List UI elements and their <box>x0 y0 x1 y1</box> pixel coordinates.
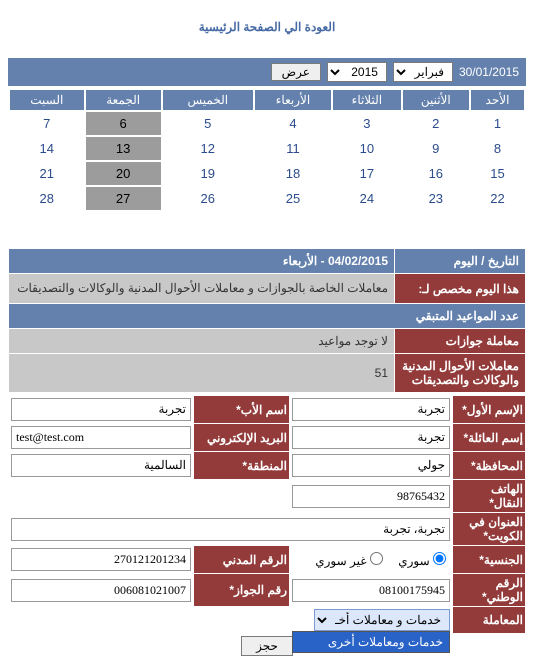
calendar-cell[interactable]: 4 <box>255 112 331 135</box>
area-label: المنطقة* <box>194 452 289 479</box>
calendar-day-header: السبت <box>10 90 84 110</box>
syrian-radio-label[interactable]: سوري <box>398 554 446 568</box>
email-input[interactable] <box>11 426 191 449</box>
area-input[interactable] <box>11 454 191 477</box>
calendar-day-header: الأثنين <box>403 90 469 110</box>
form-table: الإسم الأول* اسم الأب* إسم العائلة* البر… <box>8 395 526 659</box>
address-label: العنوان في الكويت* <box>453 513 525 545</box>
address-input[interactable] <box>11 518 450 541</box>
nonsyrian-radio-label[interactable]: غير سوري <box>315 554 383 568</box>
year-select[interactable]: 2015 <box>327 62 387 82</box>
calendar-cell[interactable]: 18 <box>255 162 331 185</box>
family-name-label: إسم العائلة* <box>453 424 525 451</box>
calendar-cell[interactable]: 3 <box>333 112 400 135</box>
calendar-day-header: الثلاثاء <box>333 90 400 110</box>
calendar-cell[interactable]: 6 <box>86 112 161 135</box>
first-name-input[interactable] <box>292 398 450 421</box>
calendar-cell[interactable]: 16 <box>403 162 469 185</box>
date-bar: 30/01/2015 فبراير 2015 عرض <box>8 58 526 86</box>
home-link[interactable]: العودة الي الصفحة الرئيسية <box>8 8 526 58</box>
passport-no-input[interactable] <box>11 579 191 602</box>
calendar-cell[interactable]: 22 <box>471 187 524 210</box>
civil-id-label: الرقم المدني <box>194 546 289 573</box>
calendar-day-header: الأربعاء <box>255 90 331 110</box>
calendar-cell[interactable]: 10 <box>333 137 400 160</box>
first-name-label: الإسم الأول* <box>453 396 525 423</box>
calendar-cell[interactable]: 2 <box>403 112 469 135</box>
calendar: الأحدالأثنينالثلاثاءالأربعاءالخميسالجمعة… <box>8 88 526 212</box>
calendar-cell[interactable]: 26 <box>163 187 253 210</box>
transaction-dropdown: خدمات ومعاملات أخرى <box>292 631 450 653</box>
father-name-label: اسم الأب* <box>194 396 289 423</box>
calendar-cell[interactable]: 15 <box>471 162 524 185</box>
show-button[interactable]: عرض <box>271 63 321 81</box>
calendar-cell[interactable]: 27 <box>86 187 161 210</box>
mobile-label: الهاتف النقال* <box>453 480 525 512</box>
calendar-cell[interactable]: 25 <box>255 187 331 210</box>
civil-label: معاملات الأحوال المدنية والوكالات والتصد… <box>395 354 525 392</box>
calendar-cell[interactable]: 13 <box>86 137 161 160</box>
remaining-label: عدد المواعيد المتبقي <box>9 304 525 328</box>
mobile-input[interactable] <box>292 485 450 508</box>
purpose-label: هذا اليوم مخصص لـ: <box>395 274 525 303</box>
submit-button[interactable]: حجز <box>241 636 293 656</box>
email-label: البريد الإلكتروني <box>194 424 289 451</box>
calendar-cell[interactable]: 8 <box>471 137 524 160</box>
calendar-cell[interactable]: 7 <box>10 112 84 135</box>
calendar-day-header: الأحد <box>471 90 524 110</box>
syrian-radio[interactable] <box>433 552 446 565</box>
calendar-cell[interactable]: 20 <box>86 162 161 185</box>
calendar-day-header: الجمعة <box>86 90 161 110</box>
nonsyrian-radio[interactable] <box>370 552 383 565</box>
calendar-cell[interactable]: 28 <box>10 187 84 210</box>
date-day-value: 04/02/2015 - الأربعاء <box>9 249 394 273</box>
family-name-input[interactable] <box>292 426 450 449</box>
passport-value: لا توجد مواعيد <box>9 329 394 353</box>
calendar-cell[interactable]: 1 <box>471 112 524 135</box>
calendar-cell[interactable]: 21 <box>10 162 84 185</box>
transaction-select[interactable]: خدمات و معاملات أخـ <box>314 609 450 631</box>
date-day-label: التاريخ / اليوم <box>395 249 525 273</box>
civil-value: 51 <box>9 354 394 392</box>
civil-id-input[interactable] <box>11 548 191 571</box>
national-id-label: الرقم الوطني* <box>453 574 525 606</box>
calendar-cell[interactable]: 9 <box>403 137 469 160</box>
current-date: 30/01/2015 <box>459 65 519 79</box>
transaction-option[interactable]: خدمات ومعاملات أخرى <box>293 632 449 652</box>
calendar-day-header: الخميس <box>163 90 253 110</box>
purpose-value: معاملات الخاصة بالجوازات و معاملات الأحو… <box>9 274 394 303</box>
passport-label: معاملة جوازات <box>395 329 525 353</box>
calendar-cell[interactable]: 5 <box>163 112 253 135</box>
governorate-label: المحافظة* <box>453 452 525 479</box>
passport-no-label: رقم الجواز* <box>194 574 289 606</box>
calendar-cell[interactable]: 19 <box>163 162 253 185</box>
calendar-cell[interactable]: 11 <box>255 137 331 160</box>
calendar-cell[interactable]: 17 <box>333 162 400 185</box>
governorate-input[interactable] <box>292 454 450 477</box>
calendar-cell[interactable]: 23 <box>403 187 469 210</box>
month-select[interactable]: فبراير <box>393 62 453 82</box>
national-id-input[interactable] <box>292 579 450 602</box>
father-name-input[interactable] <box>11 398 191 421</box>
calendar-cell[interactable]: 12 <box>163 137 253 160</box>
calendar-cell[interactable]: 14 <box>10 137 84 160</box>
info-table: التاريخ / اليوم 04/02/2015 - الأربعاء هذ… <box>8 248 526 393</box>
transaction-label: المعاملة <box>453 607 525 633</box>
nationality-label: الجنسية* <box>453 546 525 573</box>
calendar-cell[interactable]: 24 <box>333 187 400 210</box>
